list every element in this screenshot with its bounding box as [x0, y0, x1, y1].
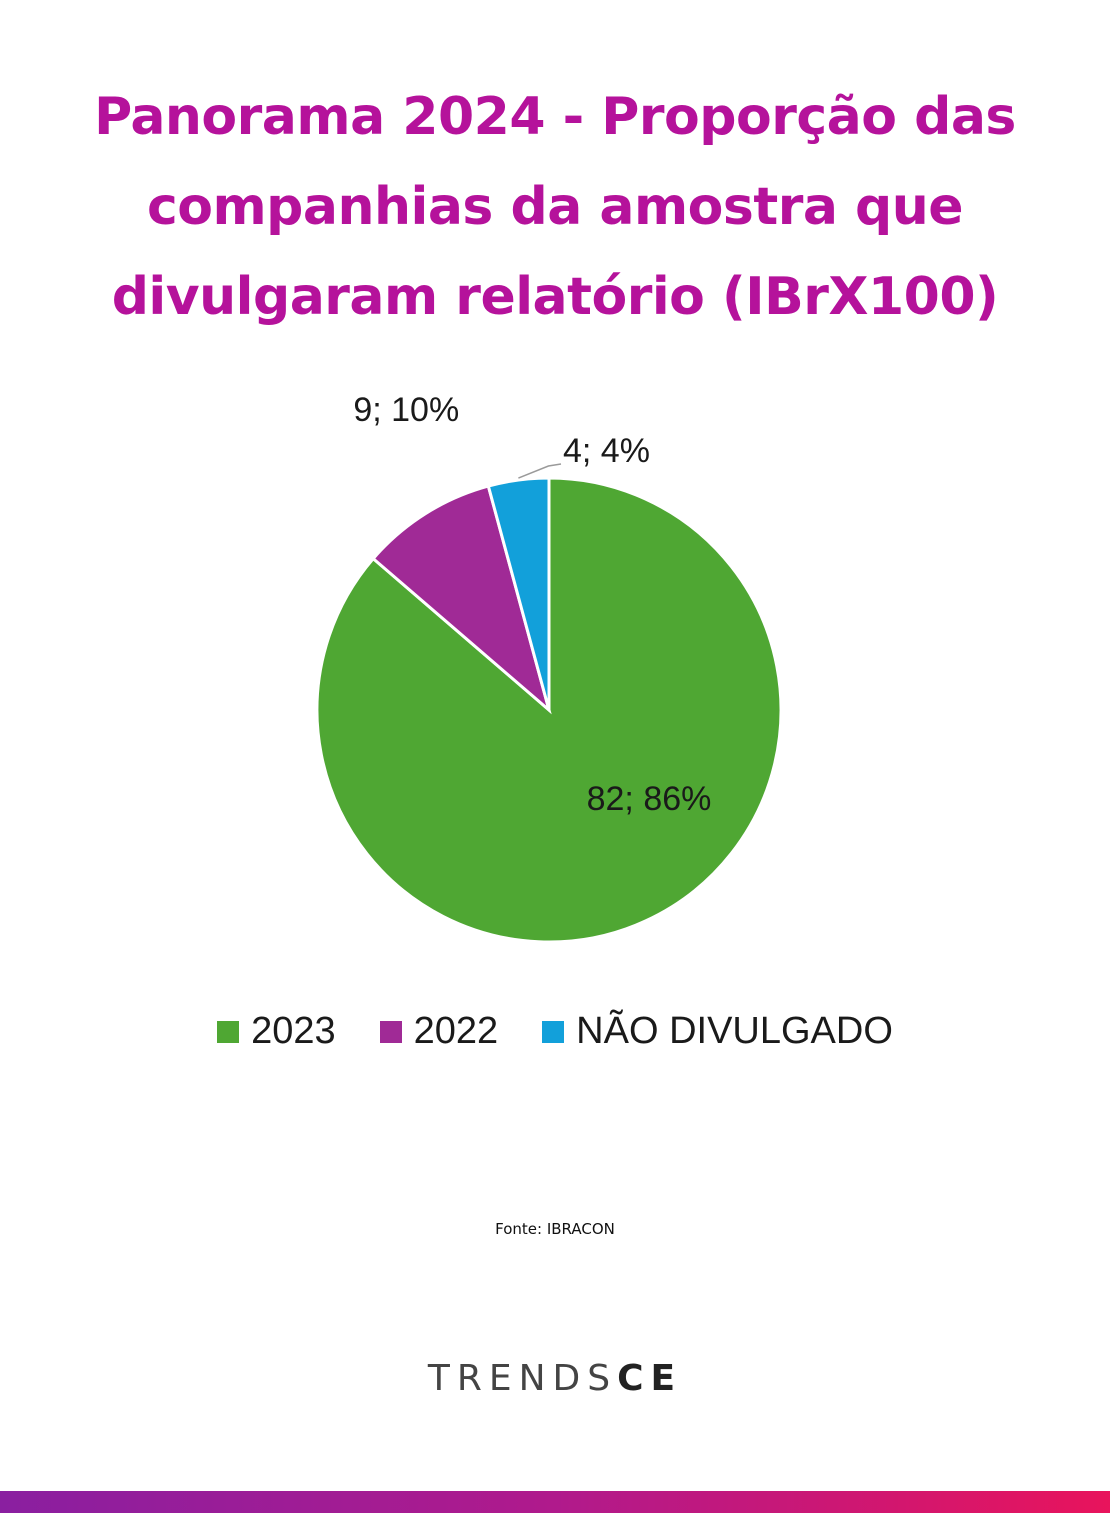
chart-title: Panorama 2024 - Proporção das companhias…	[0, 72, 1110, 342]
chart-legend: 2023 2022 NÃO DIVULGADO	[0, 1010, 1110, 1053]
legend-swatch-2022	[379, 1020, 402, 1043]
legend-item-nao-divulgado: NÃO DIVULGADO	[542, 1010, 893, 1053]
legend-swatch-2023	[217, 1020, 240, 1043]
data-label-2023: 82; 86%	[587, 780, 712, 818]
leader-line-nao-divulgado	[518, 463, 562, 479]
title-line-1: Panorama 2024 - Proporção das	[94, 87, 1016, 147]
pie-chart: 82; 86% 9; 10% 4; 4%	[315, 391, 783, 944]
data-label-nao-divulgado: 4; 4%	[563, 432, 650, 470]
title-line-3: divulgaram relatório (IBrX100)	[111, 267, 999, 327]
pie-slice-2022	[371, 484, 552, 715]
source-note: Fonte: IBRACON	[495, 1220, 615, 1238]
label-leaders	[518, 463, 562, 479]
legend-label-2022: 2022	[413, 1010, 499, 1052]
legend-label-2023: 2023	[251, 1010, 336, 1052]
legend-item-2023: 2023	[217, 1010, 336, 1053]
legend-label-nao-divulgado: NÃO DIVULGADO	[576, 1010, 893, 1052]
pie-slice-nao-divulgado	[486, 476, 551, 711]
title-line-2: companhias da amostra que	[146, 177, 964, 237]
brand-logo: TRENDSCE	[0, 1358, 1110, 1399]
legend-swatch-nao-divulgado	[542, 1020, 565, 1043]
brand-logo-part2: CE	[617, 1358, 683, 1399]
pie-slices	[315, 476, 783, 944]
data-label-2022: 9; 10%	[353, 391, 459, 429]
bottom-gradient-bar	[0, 1491, 1110, 1513]
brand-logo-part1: TRENDS	[427, 1358, 618, 1399]
legend-item-2022: 2022	[379, 1010, 499, 1053]
